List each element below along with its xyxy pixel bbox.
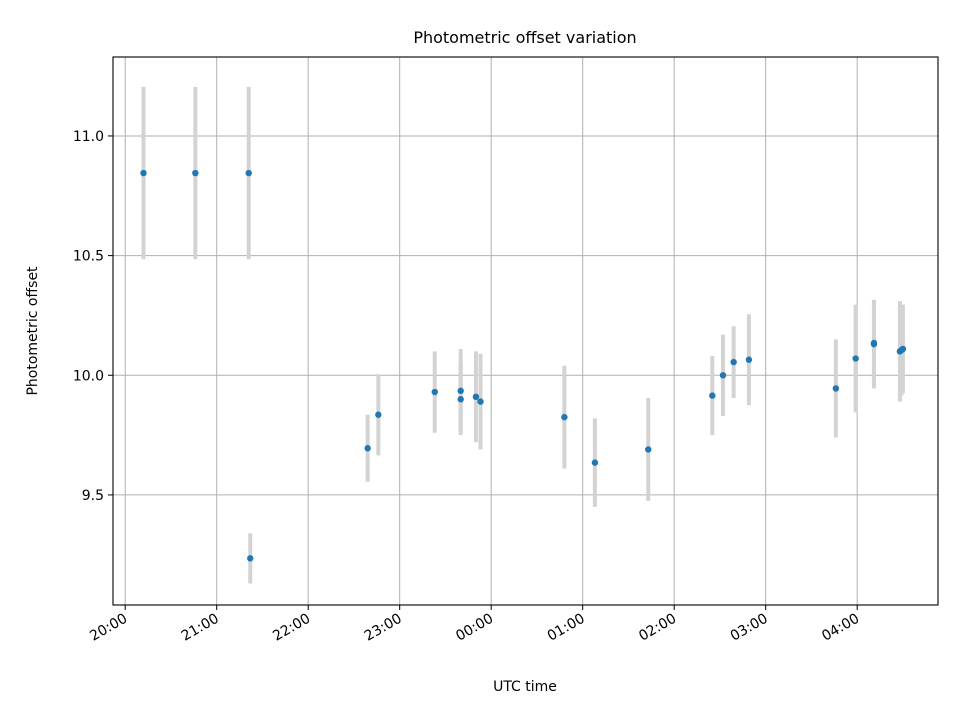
data-point bbox=[899, 345, 907, 353]
data-point bbox=[870, 339, 878, 347]
data-point bbox=[192, 169, 199, 177]
data-point bbox=[561, 413, 568, 421]
data-point bbox=[472, 393, 480, 401]
plot-frame bbox=[112, 56, 939, 606]
data-point bbox=[852, 355, 859, 362]
data-point bbox=[730, 358, 737, 366]
data-point bbox=[832, 385, 840, 392]
data-point bbox=[457, 387, 464, 395]
data-points bbox=[140, 169, 907, 562]
data-point bbox=[364, 445, 371, 452]
chart-title: Photometric offset variation bbox=[413, 28, 636, 47]
data-point bbox=[591, 459, 599, 466]
data-point bbox=[457, 396, 464, 403]
data-point bbox=[140, 169, 147, 177]
data-point bbox=[245, 169, 252, 177]
data-point bbox=[645, 446, 652, 453]
data-point bbox=[477, 398, 484, 405]
y-axis-label: Photometric offset bbox=[25, 266, 41, 396]
y-tick-label: 11.0 bbox=[73, 129, 104, 145]
data-point bbox=[375, 411, 382, 418]
data-point bbox=[247, 555, 254, 562]
grid bbox=[113, 57, 938, 605]
data-point bbox=[709, 392, 716, 399]
data-point bbox=[719, 372, 727, 379]
y-tick-label: 10.5 bbox=[73, 249, 104, 265]
y-tick-label: 10.0 bbox=[73, 368, 104, 384]
x-axis-label: UTC time bbox=[493, 679, 557, 695]
data-point bbox=[745, 356, 753, 363]
data-point bbox=[431, 388, 438, 396]
y-tick-label: 9.5 bbox=[82, 488, 104, 504]
